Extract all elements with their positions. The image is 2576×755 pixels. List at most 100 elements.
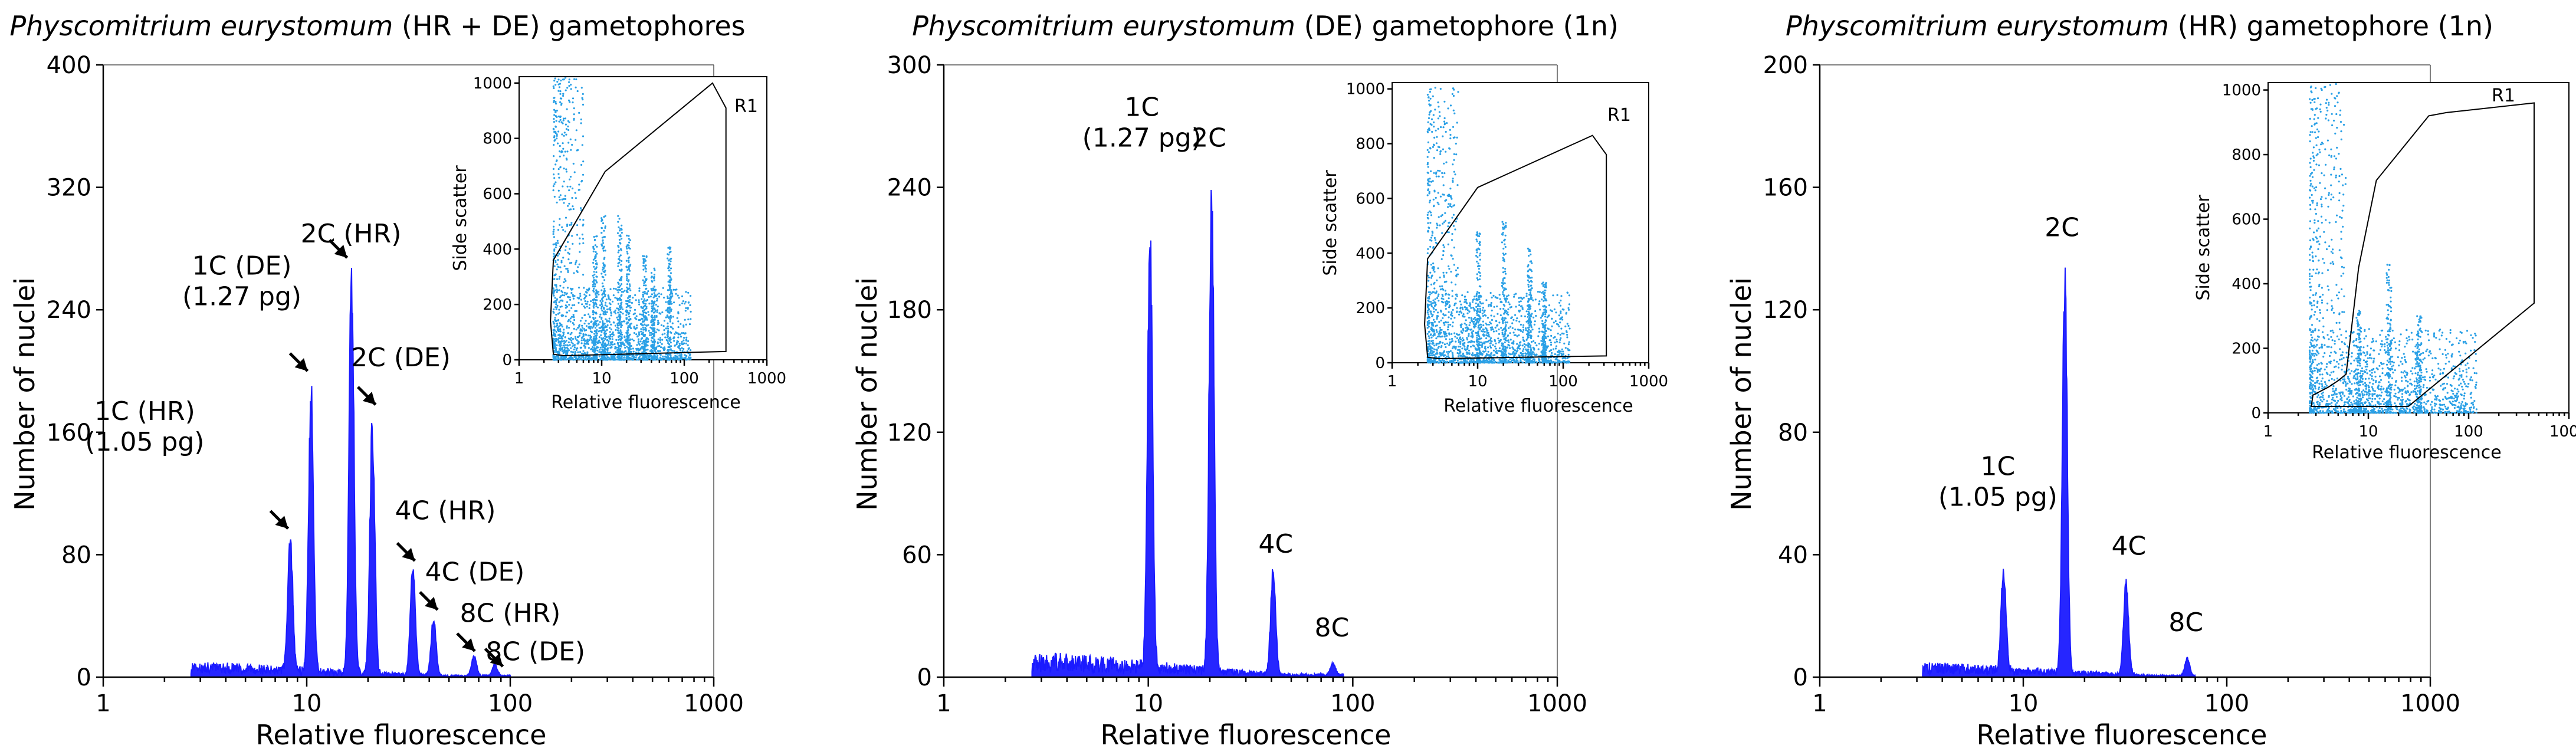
scatter-point — [1479, 327, 1481, 329]
scatter-point — [1533, 351, 1535, 354]
scatter-point — [1436, 279, 1438, 281]
scatter-point — [604, 274, 606, 276]
scatter-point — [581, 303, 583, 306]
scatter-point — [1439, 195, 1442, 198]
scatter-point — [624, 336, 626, 339]
scatter-point — [1550, 360, 1553, 362]
scatter-point — [565, 315, 567, 317]
scatter-point — [601, 309, 603, 312]
scatter-point — [1432, 114, 1435, 116]
scatter-point — [630, 327, 632, 330]
scatter-point — [559, 155, 561, 157]
scatter-point — [562, 333, 565, 336]
scatter-point — [1490, 329, 1492, 331]
scatter-point — [559, 90, 562, 93]
scatter-point — [558, 301, 560, 303]
scatter-point — [1448, 350, 1450, 353]
scatter-point — [631, 338, 634, 341]
scatter-point — [1470, 307, 1472, 309]
scatter-point — [1454, 173, 1456, 176]
scatter-point — [565, 216, 567, 219]
scatter-point — [553, 144, 555, 146]
scatter-point — [596, 346, 598, 348]
scatter-point — [667, 322, 669, 324]
scatter-point — [560, 295, 562, 297]
scatter-point — [600, 352, 603, 354]
scatter-point — [1476, 251, 1478, 254]
scatter-point — [1511, 316, 1513, 319]
scatter-point — [1475, 298, 1478, 301]
scatter-point — [1506, 321, 1508, 324]
scatter-point — [583, 328, 586, 330]
scatter-point — [685, 291, 687, 293]
scatter-point — [570, 337, 573, 339]
scatter-point — [576, 224, 579, 226]
scatter-point — [652, 296, 655, 298]
scatter-point — [1465, 319, 1467, 321]
scatter-point — [582, 103, 585, 106]
scatter-point — [664, 357, 666, 360]
scatter-point — [621, 306, 623, 308]
scatter-point — [1447, 107, 1449, 110]
scatter-point — [562, 340, 564, 343]
inset-y-label: Side scatter — [450, 165, 471, 271]
scatter-point — [630, 345, 632, 347]
scatter-point — [1459, 324, 1462, 327]
inset-y-tick-label: 400 — [483, 241, 512, 258]
scatter-point — [557, 242, 559, 244]
scatter-point — [1434, 87, 1436, 89]
scatter-point — [573, 327, 575, 330]
scatter-point — [562, 344, 565, 347]
scatter-point — [1478, 337, 1481, 340]
scatter-point — [1547, 335, 1549, 337]
scatter-point — [1474, 317, 1476, 319]
scatter-point — [668, 311, 670, 314]
scatter-point — [1476, 337, 1478, 339]
scatter-point — [594, 330, 596, 332]
scatter-point — [1559, 321, 1561, 324]
scatter-point — [1518, 344, 1520, 347]
scatter-point — [603, 271, 606, 273]
scatter-point — [625, 275, 628, 278]
scatter-point — [1447, 206, 1449, 208]
scatter-point — [1565, 313, 1567, 315]
scatter-point — [1502, 293, 1504, 296]
scatter-point — [1456, 337, 1458, 340]
scatter-point — [1466, 346, 1469, 349]
panel-de: Physcomitrium eurystomum (DE) gametophor… — [851, 10, 1668, 751]
scatter-point — [1426, 163, 1429, 166]
scatter-point — [592, 277, 595, 279]
scatter-point — [567, 120, 570, 122]
scatter-point — [626, 277, 628, 280]
scatter-point — [669, 275, 671, 278]
scatter-point — [1432, 340, 1434, 342]
scatter-point — [1449, 147, 1451, 150]
scatter-point — [572, 345, 574, 347]
scatter-point — [1442, 148, 1444, 150]
scatter-point — [1564, 325, 1567, 328]
scatter-point — [573, 359, 575, 361]
scatter-point — [1459, 307, 1462, 310]
scatter-point — [594, 244, 596, 247]
scatter-point — [1444, 199, 1446, 202]
y-tick-label: 0 — [917, 664, 932, 691]
scatter-point — [1558, 341, 1561, 344]
scatter-point — [1428, 343, 1430, 346]
scatter-point — [595, 251, 597, 253]
scatter-point — [624, 354, 626, 357]
scatter-point — [566, 225, 569, 227]
scatter-point — [1443, 324, 1446, 326]
scatter-point — [1426, 317, 1429, 319]
scatter-point — [670, 348, 672, 350]
scatter-point — [629, 298, 631, 301]
scatter-point — [595, 331, 598, 334]
scatter-point — [617, 215, 619, 217]
scatter-point — [1437, 101, 1439, 104]
scatter-point — [1458, 313, 1461, 316]
scatter-point — [570, 149, 572, 151]
scatter-point — [663, 297, 665, 299]
scatter-point — [601, 294, 603, 296]
scatter-point — [658, 293, 660, 295]
scatter-point — [672, 356, 675, 359]
scatter-point — [668, 317, 670, 319]
